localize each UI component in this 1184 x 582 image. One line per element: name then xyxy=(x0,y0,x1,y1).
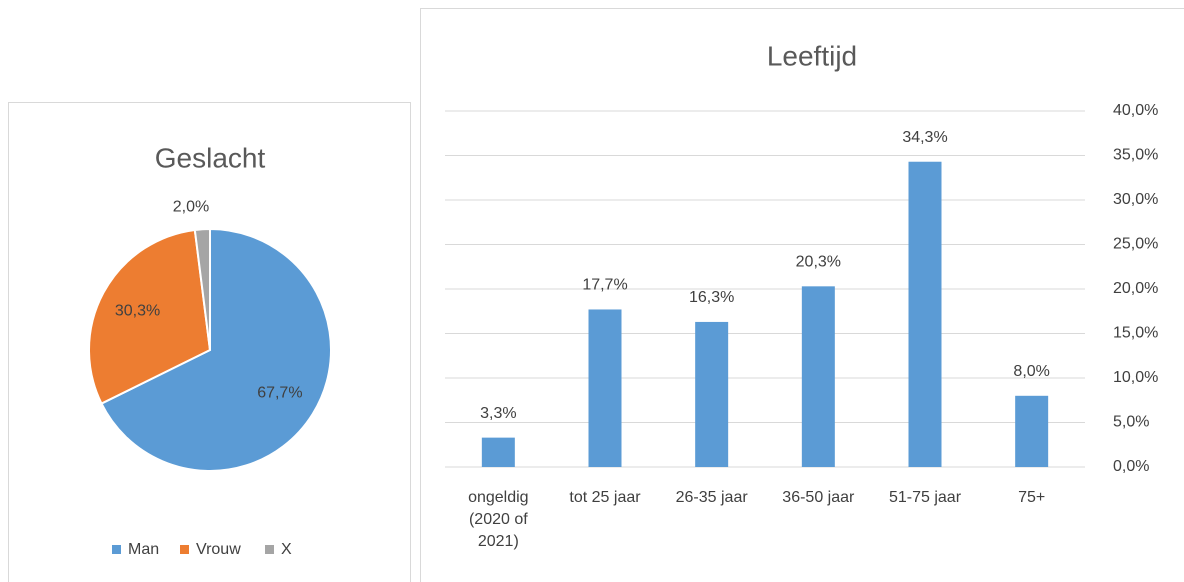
y-tick-label: 15,0% xyxy=(1113,325,1158,342)
pie-slice xyxy=(100,227,332,472)
legend-label: Man xyxy=(128,541,159,558)
x-tick-label-box: 26-35 jaar xyxy=(675,489,748,506)
y-tick-label: 5,0% xyxy=(1113,414,1149,431)
bar xyxy=(801,286,835,467)
bar xyxy=(1015,395,1049,467)
x-tick-label: 36-50 jaar xyxy=(782,489,855,506)
bar xyxy=(908,161,942,468)
pie-slice xyxy=(193,227,211,351)
y-tick-label: 0,0% xyxy=(1113,458,1149,475)
y-tick-label: 20,0% xyxy=(1113,280,1158,297)
legend-swatch xyxy=(265,545,274,554)
x-tick-label-box: 36-50 jaar xyxy=(782,489,855,506)
x-tick-label: 26-35 jaar xyxy=(675,489,748,506)
legend-label: X xyxy=(281,541,292,558)
x-tick-label-box: tot 25 jaar xyxy=(569,489,641,506)
legend-swatch xyxy=(112,545,121,554)
legend-swatch xyxy=(180,545,189,554)
chart-title: Leeftijd xyxy=(767,40,857,71)
x-tick-label: ongeldig (2020 of 2021) xyxy=(468,489,529,550)
y-tick-label: 25,0% xyxy=(1113,236,1158,253)
y-tick-label: 35,0% xyxy=(1113,147,1158,164)
x-tick-label: tot 25 jaar xyxy=(569,489,641,506)
pie-slice xyxy=(88,228,212,405)
data-label: 2,0% xyxy=(173,199,209,216)
legend-label: Vrouw xyxy=(196,541,241,558)
data-label: 30,3% xyxy=(115,302,160,319)
data-label: 3,3% xyxy=(480,405,516,422)
data-label: 67,7% xyxy=(257,385,302,402)
data-label: 17,7% xyxy=(582,277,627,294)
data-label: 20,3% xyxy=(796,254,841,271)
y-tick-label: 10,0% xyxy=(1113,369,1158,386)
x-tick-label: 51-75 jaar xyxy=(888,489,962,506)
x-tick-label-box: ongeldig (2020 of 2021) xyxy=(468,489,529,550)
data-label: 16,3% xyxy=(689,289,734,306)
x-tick-label: 75+ xyxy=(1018,489,1046,506)
chart-title: Geslacht xyxy=(155,142,266,173)
data-label: 8,0% xyxy=(1013,363,1049,380)
bar xyxy=(695,321,729,467)
bar xyxy=(481,437,515,467)
data-label: 34,3% xyxy=(902,129,947,146)
x-tick-label-box: 51-75 jaar xyxy=(888,489,962,506)
x-tick-label-box: 75+ xyxy=(1018,489,1046,506)
y-tick-label: 30,0% xyxy=(1113,191,1158,208)
bar xyxy=(588,309,622,467)
y-tick-label: 40,0% xyxy=(1113,102,1158,119)
